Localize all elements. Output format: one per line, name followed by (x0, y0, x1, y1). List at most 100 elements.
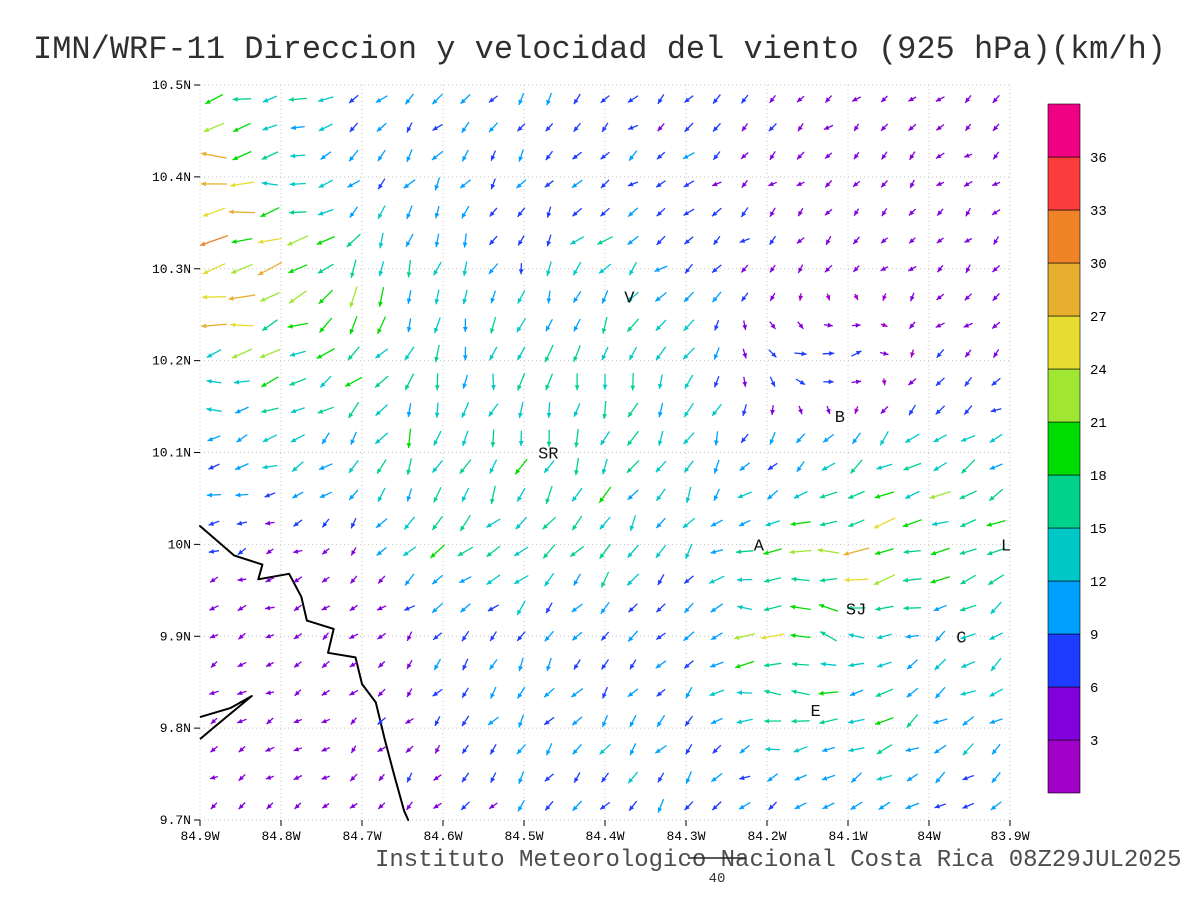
wind-arrow-head (515, 468, 521, 475)
wind-arrow-head (989, 692, 995, 697)
wind-arrow-head (713, 239, 719, 245)
wind-arrow-head (764, 718, 769, 724)
wind-arrow-head (627, 494, 633, 500)
wind-arrow-head (937, 266, 943, 273)
wind-arrow-head (875, 692, 882, 697)
wind-arrow-head (739, 465, 746, 471)
wind-arrow-head (628, 411, 633, 418)
wind-arrow-head (265, 577, 271, 582)
wind-arrow-head (989, 719, 996, 724)
wind-arrow-head (377, 468, 382, 474)
wind-arrow-head (656, 607, 662, 613)
wind-arrow-head (602, 414, 607, 420)
wind-arrow-head (883, 351, 889, 356)
wind-arrow-head (378, 775, 384, 781)
wind-arrow-head (685, 748, 691, 755)
wind-arrow-head (993, 154, 999, 160)
wind-vectors (199, 92, 1006, 813)
wind-arrow-head (545, 498, 550, 504)
wind-arrow-head (684, 97, 690, 103)
wind-arrow-head (375, 97, 382, 103)
wind-arrow-head (349, 690, 355, 696)
wind-arrow-head (794, 776, 800, 781)
coastline (199, 525, 410, 821)
wind-arrow-head (960, 579, 966, 585)
station-labels: V B SR A SJ C E L (538, 289, 1011, 721)
wind-arrow-head (829, 351, 835, 356)
wind-arrow-head (770, 409, 775, 415)
wind-arrow-head (789, 549, 795, 555)
wind-arrow-head (770, 323, 776, 329)
wind-arrow-head (210, 662, 217, 668)
wind-arrow-head (262, 126, 268, 131)
wind-arrow-head (853, 181, 859, 187)
wind-arrow-head (347, 182, 353, 188)
wind-arrow-head (235, 492, 241, 498)
wind-arrow-head (518, 412, 523, 419)
wind-arrow-head (516, 183, 522, 189)
wind-arrow-head (848, 633, 854, 638)
wind-arrow-head (434, 385, 440, 391)
wind-arrow-head (685, 692, 691, 699)
wind-arrow-head (290, 408, 297, 414)
wind-arrow-head (462, 270, 468, 276)
wind-arrow-head (656, 691, 662, 697)
wind-arrow-head (742, 410, 747, 416)
wind-arrow-head (294, 690, 300, 696)
wind-arrow-head (684, 578, 690, 584)
colorbar-segment (1047, 156, 1081, 211)
wind-arrow-head (965, 97, 971, 103)
wind-arrow-head (684, 411, 689, 417)
wind-arrow-head (818, 690, 824, 696)
wind-arrow-head (320, 154, 326, 160)
wind-arrow-head (602, 693, 607, 699)
wind-arrow-head (656, 634, 662, 640)
x-tick-label: 84.7W (342, 829, 381, 844)
wind-arrow-head (683, 182, 690, 188)
wind-arrow-head (489, 468, 495, 474)
wind-arrow-head (378, 578, 384, 584)
wind-arrow-head (768, 804, 774, 810)
wind-arrow-head (656, 354, 661, 361)
wind-arrow-head (317, 268, 324, 274)
wind-arrow-head (908, 125, 914, 131)
wind-arrow-head (798, 295, 804, 301)
wind-arrow-head (290, 437, 297, 443)
wind-arrow-head (683, 154, 689, 159)
wind-arrow-head (349, 126, 355, 132)
wind-arrow-head (489, 354, 495, 361)
wind-arrow-head (460, 525, 465, 532)
wind-arrow-head (989, 465, 996, 470)
wind-arrow-head (905, 747, 911, 753)
wind-arrow-head (626, 467, 633, 473)
wind-arrow-head (961, 663, 967, 668)
wind-arrow-head (602, 126, 607, 132)
wind-arrow-head (489, 126, 495, 133)
wind-arrow-head (825, 153, 831, 159)
island-path (199, 695, 253, 740)
wind-arrow-head (628, 777, 634, 784)
wind-arrow-head (685, 720, 690, 727)
wind-arrow-head (322, 577, 328, 583)
wind-arrow-head (964, 409, 970, 415)
wind-arrow-head (544, 719, 550, 725)
wind-arrow-head (655, 552, 661, 558)
wind-arrow-head (231, 269, 237, 274)
wind-arrow-head (321, 718, 327, 724)
wind-arrow-head (434, 298, 440, 305)
colorbar-segment (1047, 368, 1081, 423)
wind-arrow-head (709, 579, 715, 584)
wind-arrow-head (405, 747, 412, 753)
wind-arrow-head (629, 663, 635, 670)
wind-arrow-head (683, 635, 689, 641)
wind-arrow-head (378, 270, 384, 277)
wind-arrow-head (876, 465, 882, 470)
wind-arrow-head (518, 805, 523, 812)
wind-arrow-head (206, 379, 212, 384)
wind-arrow-head (627, 440, 633, 446)
wind-arrow-head (935, 409, 941, 415)
wind-arrow-head (655, 663, 662, 669)
wind-arrow-head (875, 720, 881, 725)
wind-arrow-head (486, 579, 492, 585)
wind-arrow-head (545, 154, 551, 161)
